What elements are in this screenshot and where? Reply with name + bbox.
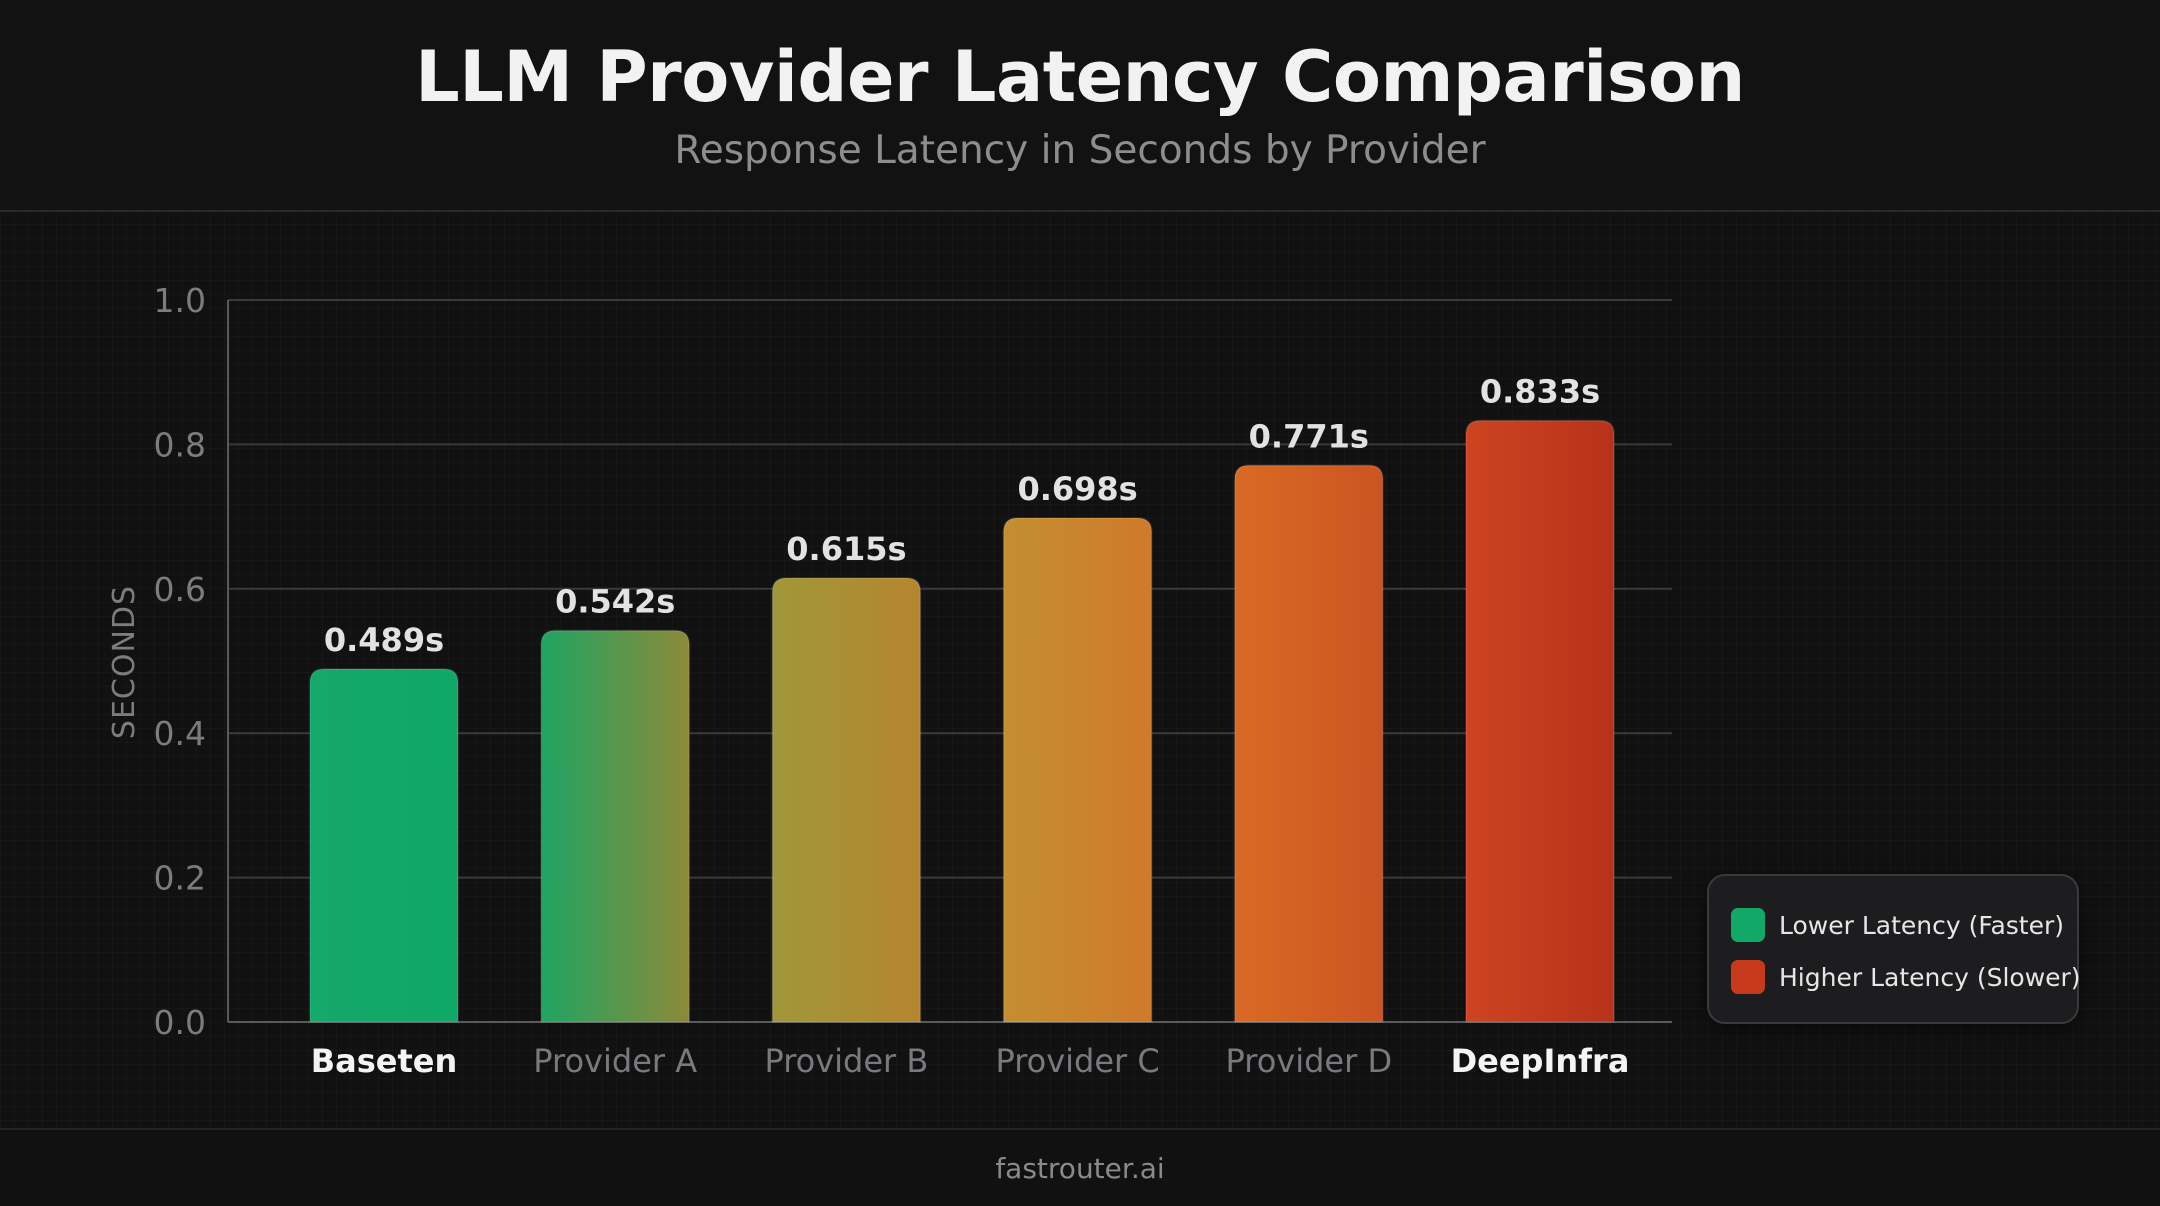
data-label: 0.489s	[324, 621, 444, 659]
x-tick-label: Provider C	[995, 1042, 1159, 1080]
y-tick-label: 0.6	[154, 570, 206, 609]
legend-label-higher: Higher Latency (Slower)	[1779, 962, 2081, 992]
data-label: 0.615s	[786, 530, 906, 568]
x-tick-label: Baseten	[311, 1042, 458, 1080]
chart-title: LLM Provider Latency Comparison	[415, 36, 1745, 118]
bar-provider-c	[1002, 517, 1153, 1023]
data-label: 0.542s	[555, 583, 675, 621]
footer-brand: fastrouter.ai	[995, 1152, 1165, 1185]
legend-label-lower: Lower Latency (Faster)	[1779, 910, 2064, 940]
x-tick-label: DeepInfra	[1451, 1042, 1630, 1080]
legend-swatch-lower	[1731, 908, 1765, 942]
bar-provider-a	[540, 629, 691, 1023]
data-label: 0.833s	[1480, 373, 1600, 411]
data-label: 0.698s	[1017, 470, 1137, 508]
legend-item-higher: Higher Latency (Slower)	[1731, 960, 2081, 994]
y-tick-label: 0.0	[154, 1003, 206, 1042]
footer: fastrouter.ai	[0, 1128, 2160, 1206]
bar-deepinfra	[1465, 419, 1615, 1023]
legend-swatch-higher	[1731, 960, 1765, 994]
chart-subtitle: Response Latency in Seconds by Provider	[674, 128, 1486, 173]
x-tick-label: Provider D	[1226, 1042, 1393, 1080]
x-tick-label: Provider A	[533, 1042, 697, 1080]
header: LLM Provider Latency Comparison Response…	[0, 0, 2160, 212]
bar-provider-b	[771, 576, 922, 1023]
legend: Lower Latency (Faster) Higher Latency (S…	[1707, 874, 2081, 1024]
y-axis-label: SECONDS	[107, 585, 142, 739]
y-tick-label: 0.8	[154, 425, 206, 464]
y-tick-label: 1.0	[154, 281, 206, 320]
bar-provider-d	[1233, 464, 1384, 1023]
x-tick-label: Provider B	[764, 1042, 928, 1080]
bar-baseten	[309, 667, 459, 1023]
y-tick-label: 0.4	[154, 714, 206, 753]
data-label: 0.771s	[1249, 417, 1369, 455]
legend-item-lower: Lower Latency (Faster)	[1731, 908, 2064, 942]
y-tick-label: 0.2	[154, 859, 206, 898]
